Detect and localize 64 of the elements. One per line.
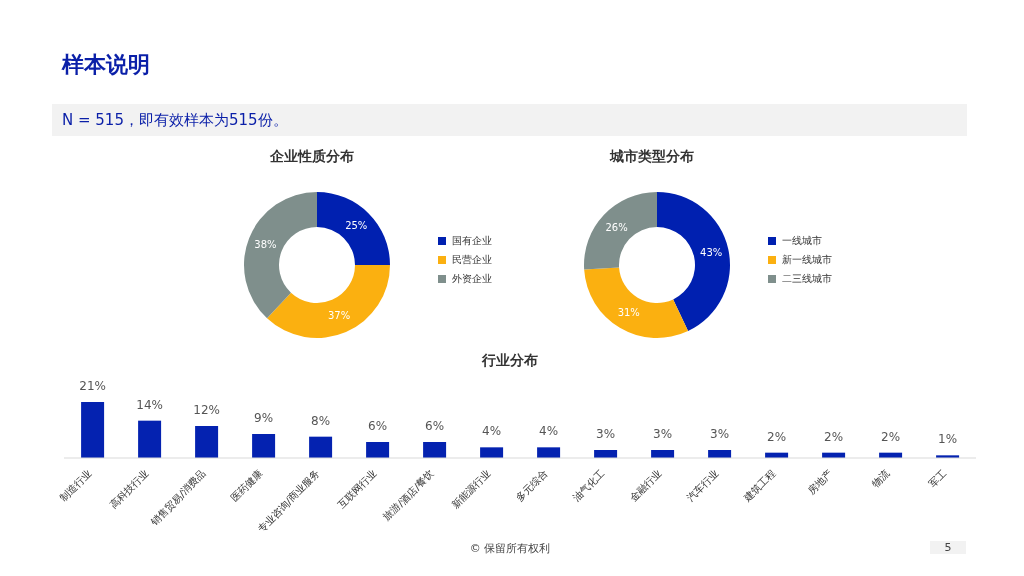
data-label: 8% bbox=[311, 413, 331, 428]
legend-label: 新一线城市 bbox=[782, 253, 832, 267]
data-label: 6% bbox=[368, 419, 388, 433]
legend-label: 国有企业 bbox=[452, 234, 492, 248]
bar bbox=[366, 442, 390, 458]
data-label: 2% bbox=[767, 429, 787, 444]
legend-label: 二三线城市 bbox=[782, 272, 832, 286]
data-label: 26% bbox=[605, 221, 628, 233]
bar bbox=[195, 426, 219, 458]
x-tick-label: 多元综合 bbox=[513, 467, 550, 504]
data-label: 3% bbox=[710, 427, 730, 441]
data-label: 4% bbox=[539, 424, 559, 439]
x-tick-label: 旅游/酒店/餐饮 bbox=[380, 467, 436, 523]
x-tick-label: 房地产 bbox=[805, 467, 835, 497]
legend-label: 一线城市 bbox=[782, 234, 822, 248]
bar bbox=[537, 447, 561, 458]
data-label: 3% bbox=[653, 427, 673, 441]
donut-slice bbox=[584, 267, 689, 338]
data-label: 6% bbox=[425, 419, 445, 433]
bar bbox=[81, 402, 105, 458]
data-label: 43% bbox=[700, 247, 723, 259]
donut-slice bbox=[317, 192, 390, 265]
x-tick-label: 高科技行业 bbox=[107, 467, 151, 511]
data-label: 21% bbox=[79, 379, 106, 393]
data-label: 2% bbox=[824, 429, 844, 444]
data-label: 4% bbox=[482, 424, 502, 439]
text: 5 bbox=[930, 541, 966, 554]
data-label: 25% bbox=[345, 220, 368, 232]
chart-title: 城市类型分布 bbox=[608, 148, 695, 166]
text: © 保留所有权利 bbox=[468, 541, 552, 556]
donut-slice bbox=[244, 192, 317, 319]
x-tick-label: 物流 bbox=[869, 467, 892, 490]
x-tick-label: 军工 bbox=[926, 467, 949, 490]
chart-title: 企业性质分布 bbox=[269, 148, 355, 166]
data-label: 37% bbox=[327, 310, 351, 322]
legend-label: 外资企业 bbox=[452, 272, 492, 286]
legend-label: 民营企业 bbox=[452, 253, 492, 267]
x-tick-label: 汽车行业 bbox=[684, 467, 721, 504]
x-tick-label: 新能源行业 bbox=[449, 467, 493, 511]
data-label: 14% bbox=[136, 397, 163, 412]
data-label: 38% bbox=[254, 239, 277, 251]
bar bbox=[309, 436, 333, 458]
x-tick-label: 制造行业 bbox=[57, 467, 94, 504]
x-tick-label: 互联网行业 bbox=[335, 467, 379, 511]
x-tick-label: 金融行业 bbox=[627, 467, 664, 504]
bar bbox=[252, 434, 276, 458]
bar bbox=[138, 420, 162, 458]
text: 样本说明 bbox=[62, 51, 150, 79]
bar bbox=[480, 447, 504, 458]
bar bbox=[423, 442, 447, 458]
donut-slice bbox=[267, 265, 390, 338]
donut-slice bbox=[657, 192, 730, 332]
data-label: 2% bbox=[881, 429, 901, 444]
x-tick-label: 建筑工程 bbox=[741, 467, 778, 505]
text: N = 515，即有效样本为515份。 bbox=[52, 104, 967, 136]
data-label: 31% bbox=[617, 307, 640, 319]
data-label: 9% bbox=[254, 411, 274, 425]
data-label: 3% bbox=[596, 427, 616, 441]
data-label: 1% bbox=[938, 432, 958, 447]
data-label: 12% bbox=[193, 403, 220, 417]
chart-title: 行业分布 bbox=[481, 352, 539, 370]
x-tick-label: 油气化工 bbox=[570, 467, 607, 504]
x-tick-label: 医药健康 bbox=[228, 467, 265, 504]
donut-slice bbox=[584, 192, 657, 270]
